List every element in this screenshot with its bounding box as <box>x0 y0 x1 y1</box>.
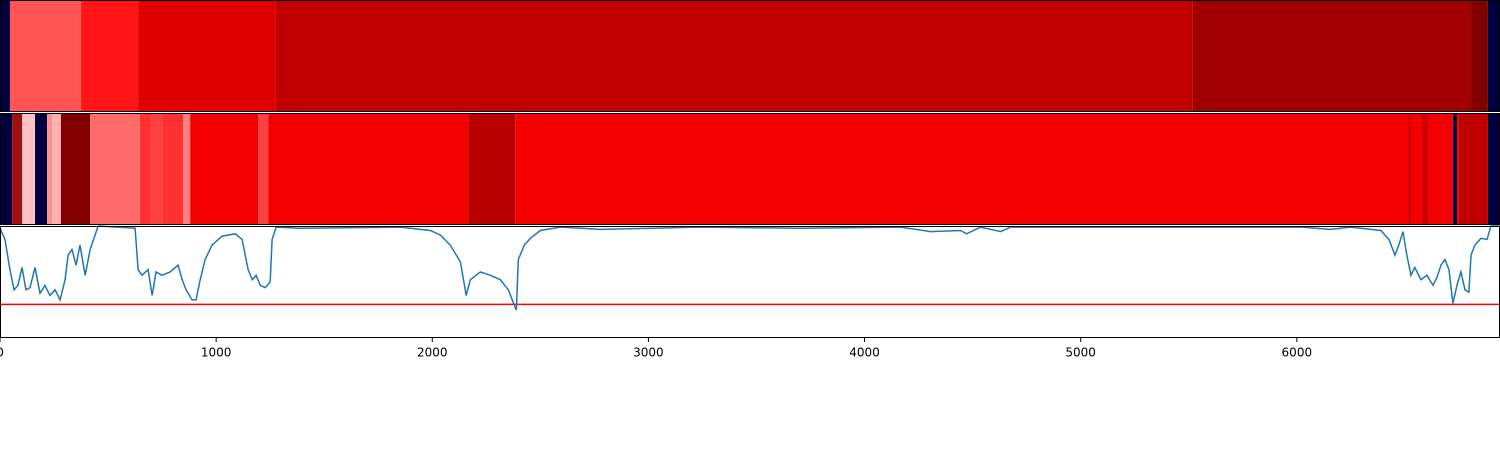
x-tick-label: 5000 <box>1065 346 1096 360</box>
segment <box>140 113 150 225</box>
segment <box>1471 0 1488 112</box>
segment <box>1458 113 1488 225</box>
segment <box>162 113 184 225</box>
segment <box>268 113 469 225</box>
segment <box>22 113 36 225</box>
segment <box>52 113 61 225</box>
segment <box>90 113 141 225</box>
segment <box>515 113 1410 225</box>
segment <box>81 0 139 112</box>
segment <box>0 0 10 112</box>
segment <box>138 0 276 112</box>
segment <box>47 113 53 225</box>
x-tick-label: 4000 <box>849 346 880 360</box>
x-tick-label: 6000 <box>1282 346 1313 360</box>
x-tick-label: 0 <box>0 346 4 360</box>
segment <box>275 0 1193 112</box>
segment <box>190 113 259 225</box>
segment <box>35 113 48 225</box>
segment <box>1487 0 1500 112</box>
segment <box>1192 0 1472 112</box>
segment <box>1452 113 1457 225</box>
segment <box>0 113 13 225</box>
segment <box>1409 113 1411 225</box>
segment <box>183 113 191 225</box>
segment <box>60 113 91 225</box>
segment <box>1487 113 1500 225</box>
segment <box>150 113 163 225</box>
segment <box>9 0 82 112</box>
segment <box>12 113 23 225</box>
segment <box>1421 113 1429 225</box>
data-line <box>0 225 1500 311</box>
segment <box>1428 113 1453 225</box>
segment <box>1456 113 1459 225</box>
x-tick-label: 3000 <box>633 346 664 360</box>
x-tick-label: 2000 <box>417 346 448 360</box>
segment <box>468 113 516 225</box>
segment <box>1410 113 1422 225</box>
panel-frame <box>0 226 1500 338</box>
segment <box>258 113 269 225</box>
x-tick-label: 1000 <box>201 346 232 360</box>
